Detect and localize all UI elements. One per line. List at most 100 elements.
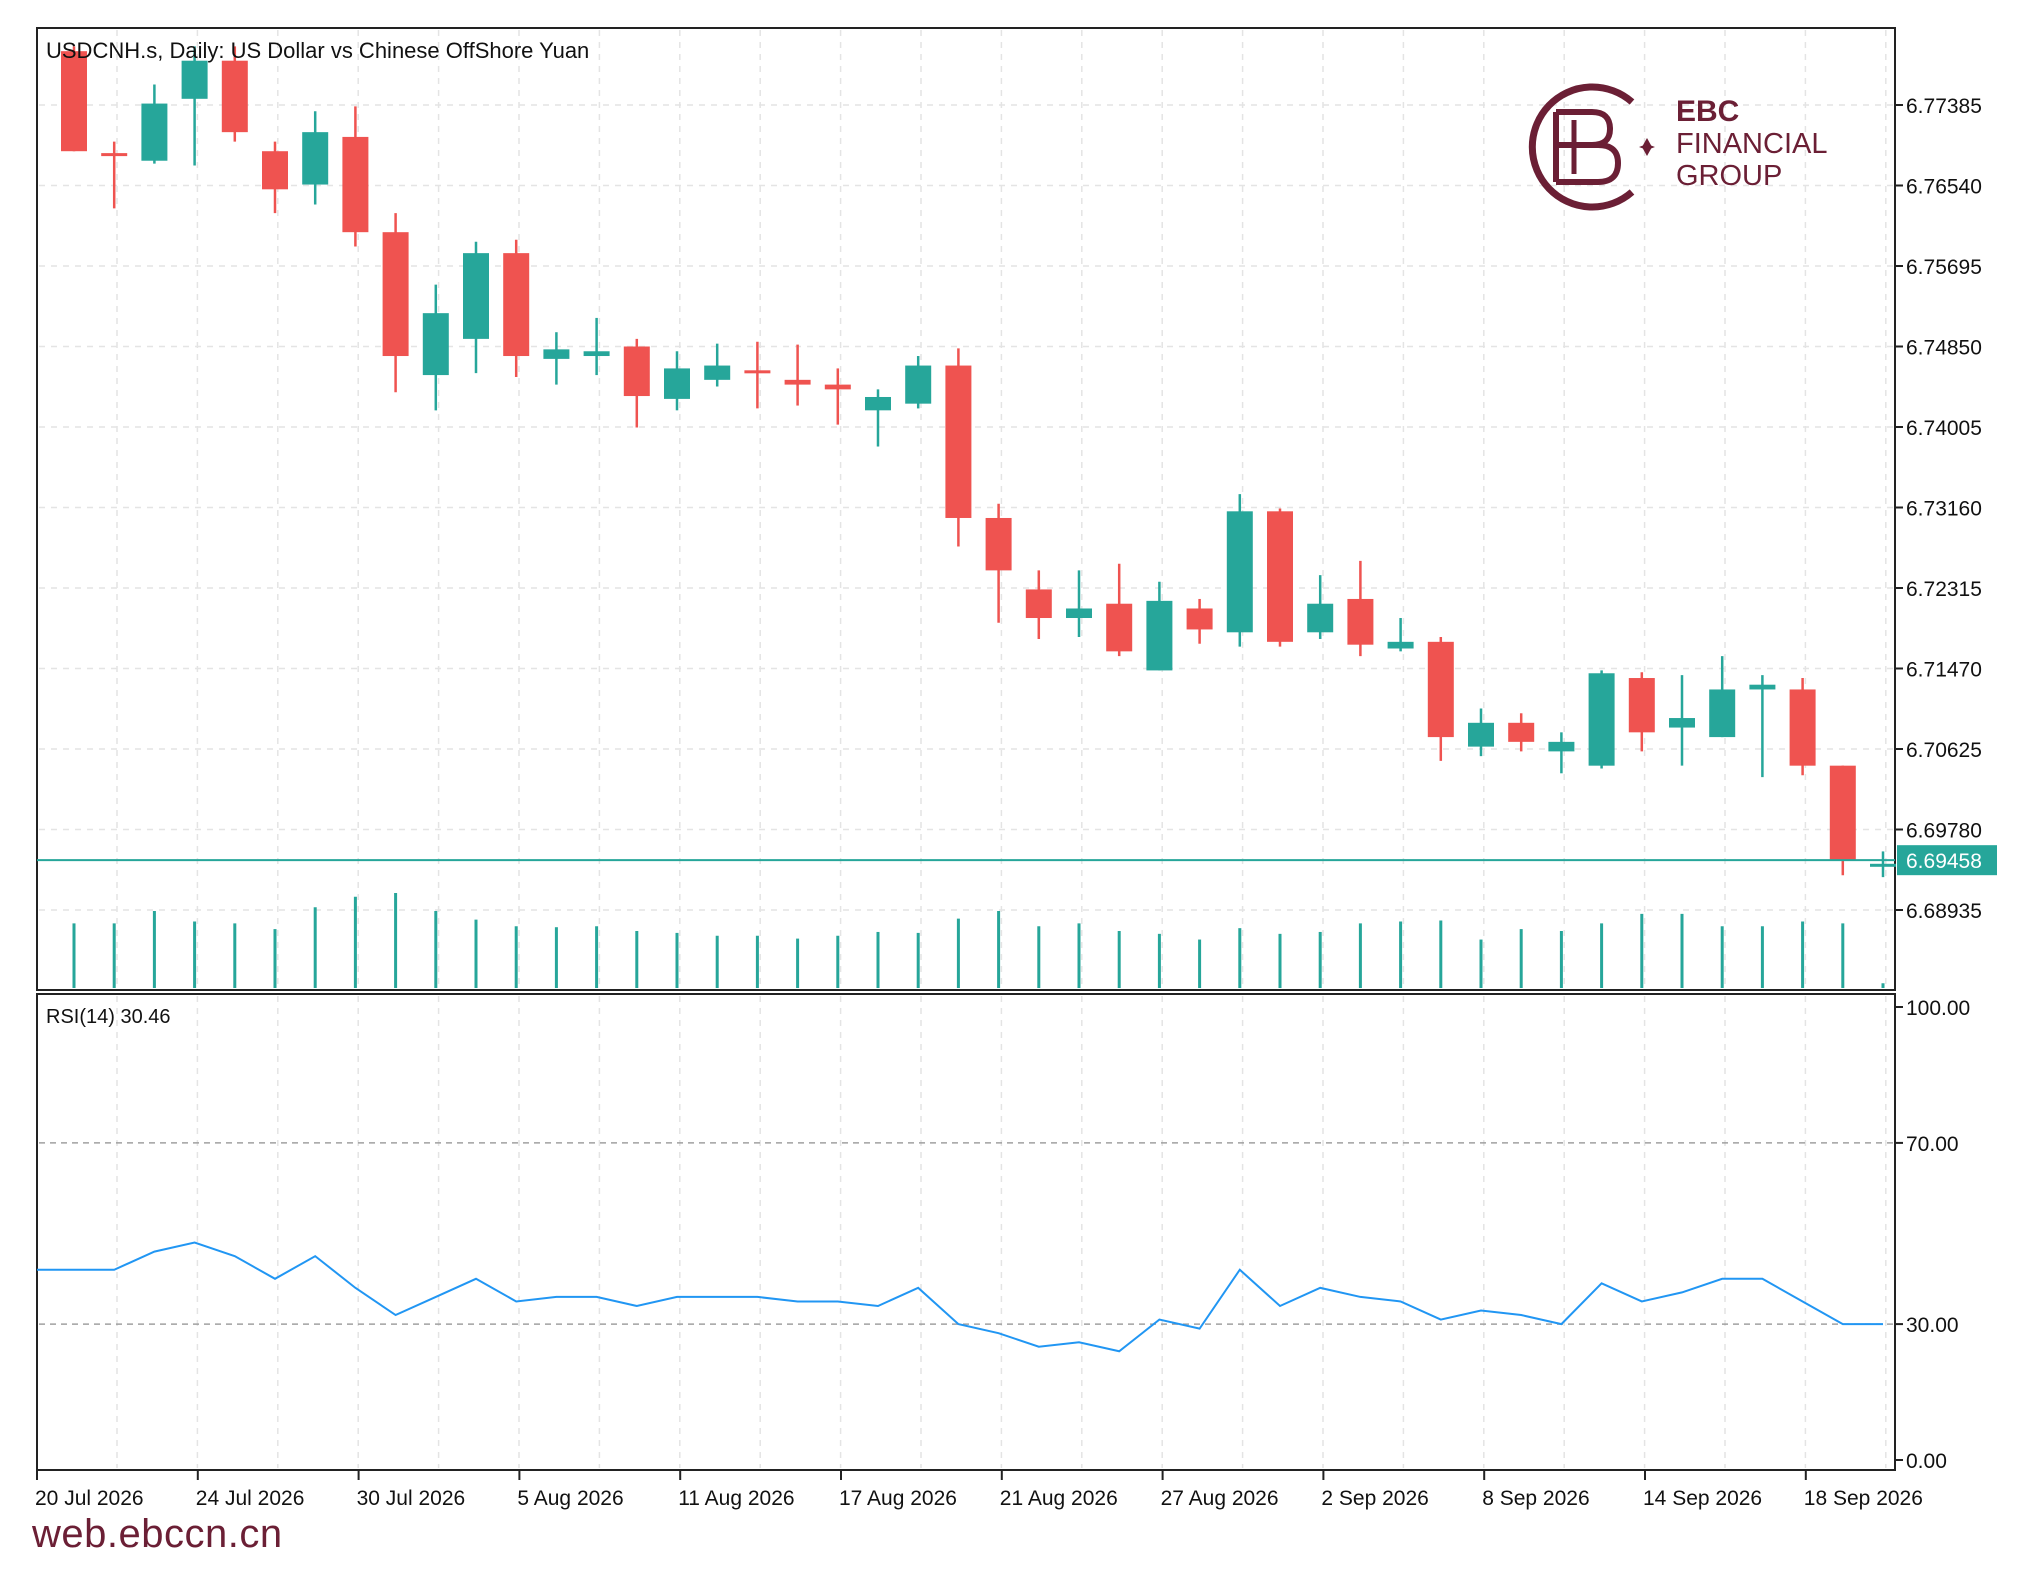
candle (61, 46, 87, 152)
rsi-title: RSI(14) 30.46 (46, 1006, 171, 1028)
candle-body (1347, 598, 1374, 645)
time-tick-label: 30 Jul 2026 (357, 1487, 466, 1510)
candle (342, 106, 369, 247)
chart-title: USDCNH.s, Daily: US Dollar vs Chinese Of… (46, 38, 589, 63)
price-tick-label: 6.77385 (1906, 95, 1982, 118)
ebc-logo: EBC FINANCIAL GROUP (1514, 72, 1834, 222)
candle-body (1468, 722, 1494, 747)
candle-body (1669, 718, 1695, 728)
time-tick-label: 21 Aug 2026 (1000, 1487, 1118, 1510)
candle-body (905, 365, 932, 404)
candle-body (744, 370, 771, 374)
price-tick-label: 6.75695 (1906, 256, 1982, 279)
time-tick-label: 8 Sep 2026 (1482, 1487, 1589, 1510)
candle-body (61, 51, 87, 152)
candle-body (623, 346, 650, 397)
logo-line-financial: FINANCIAL (1676, 128, 1828, 160)
candle-body (1628, 678, 1655, 733)
candle (1267, 508, 1293, 647)
rsi-panel-frame (36, 993, 1896, 1471)
candle-body (1267, 511, 1293, 642)
candle-body (1508, 722, 1535, 742)
candle (945, 348, 972, 547)
candle (824, 368, 851, 425)
candle (1146, 581, 1173, 671)
current-price-badge (1897, 845, 1997, 876)
candle-body (1387, 641, 1414, 649)
time-tick-label: 20 Jul 2026 (35, 1487, 144, 1510)
current-price-label: 6.69458 (1906, 850, 1982, 873)
candle (422, 284, 449, 411)
candle (1387, 618, 1414, 652)
candle-body (1789, 689, 1816, 766)
candle (985, 503, 1012, 623)
candle-body (1829, 765, 1856, 861)
candle-body (1749, 684, 1776, 690)
candle (865, 389, 891, 447)
candle-body (583, 351, 610, 357)
candle-body (262, 151, 288, 190)
candle-body (1588, 673, 1615, 766)
price-tick-label: 6.69780 (1906, 820, 1982, 843)
candle (1106, 563, 1133, 657)
candle (262, 141, 288, 214)
time-tick-label: 2 Sep 2026 (1321, 1487, 1428, 1510)
candle-body (302, 132, 329, 185)
candle-body (181, 60, 208, 99)
candle (1749, 675, 1776, 778)
candle (382, 213, 409, 393)
candle (704, 343, 731, 387)
candle (1628, 672, 1655, 752)
logo-text: EBC FINANCIAL GROUP (1676, 96, 1828, 193)
candle-body (1709, 689, 1736, 738)
candle (1588, 670, 1615, 769)
rsi-tick-label: 100.00 (1906, 997, 1970, 1020)
time-tick-label: 17 Aug 2026 (839, 1487, 957, 1510)
candle (1870, 851, 1896, 878)
candle (1829, 765, 1856, 876)
candle (1025, 570, 1052, 639)
candle-body (824, 384, 851, 390)
candle-body (503, 253, 530, 357)
footer-url[interactable]: web.ebccn.cn (32, 1512, 283, 1556)
candle-body (704, 365, 731, 380)
rsi-line (37, 1241, 1883, 1353)
price-tick-label: 6.68935 (1906, 900, 1982, 923)
price-tick-label: 6.71470 (1906, 659, 1982, 682)
ebc-emblem-icon (1528, 83, 1655, 211)
price-tick-label: 6.73160 (1906, 498, 1982, 521)
candle (503, 239, 530, 377)
candle-body (342, 136, 369, 233)
candle-body (664, 368, 690, 399)
candle-body (221, 60, 248, 133)
candle-body (1427, 641, 1454, 738)
candle-body (1548, 741, 1575, 752)
candle (1548, 732, 1575, 774)
candle-body (1226, 511, 1253, 633)
price-tick-label: 6.72315 (1906, 578, 1982, 601)
candle-body (1307, 603, 1334, 633)
price-tick-label: 6.70625 (1906, 739, 1982, 762)
candle-body (543, 349, 570, 359)
rsi-tick-label: 30.00 (1906, 1314, 1959, 1337)
candle (1669, 675, 1695, 766)
candle (141, 84, 168, 164)
time-tick-label: 11 Aug 2026 (678, 1487, 794, 1510)
candle (1789, 678, 1816, 776)
candle (181, 46, 208, 166)
candle-body (1106, 603, 1133, 652)
time-tick-label: 27 Aug 2026 (1161, 1487, 1279, 1510)
time-tick-label: 14 Sep 2026 (1643, 1487, 1762, 1510)
candle (1709, 656, 1736, 738)
candle (905, 356, 932, 409)
candle (1468, 708, 1494, 757)
candle-body (382, 232, 409, 357)
candle-body (463, 253, 489, 339)
candle (543, 332, 570, 385)
volume-bars (72, 893, 1885, 988)
logo-line-group: GROUP (1676, 160, 1783, 192)
candle-body (1870, 863, 1896, 867)
candle-body (422, 313, 449, 376)
candle-body (101, 153, 128, 157)
time-tick-label: 18 Sep 2026 (1804, 1487, 1923, 1510)
